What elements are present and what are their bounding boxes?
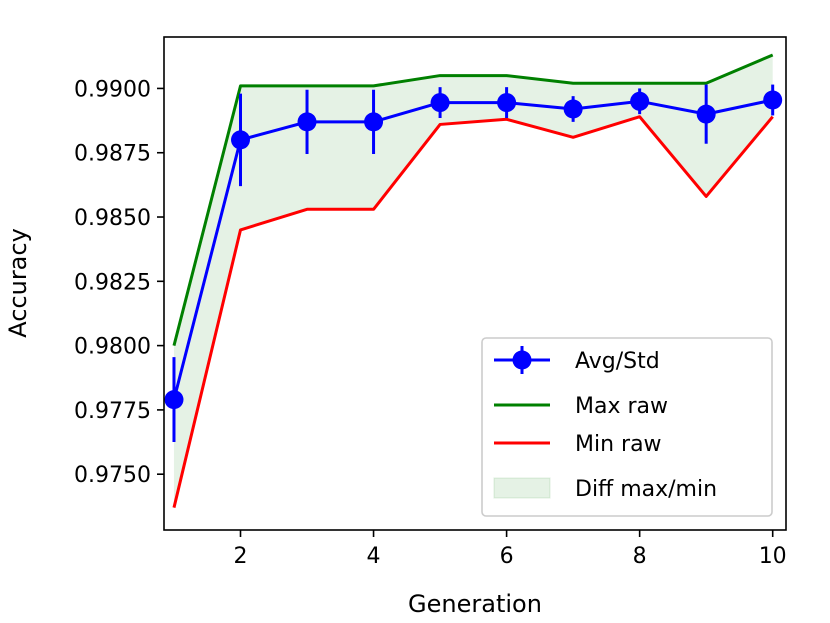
series-line-max-raw (172, 53, 774, 346)
fill-diff-max-min (173, 55, 773, 508)
data-point-avg (763, 90, 783, 110)
y-tick-label: 0.9825 (74, 270, 151, 295)
series-layer (164, 53, 783, 508)
data-point-avg (364, 112, 384, 132)
data-point-avg (563, 99, 583, 119)
x-tick-label: 8 (633, 544, 647, 569)
legend: Avg/Std Max raw Min raw Diff max/min (481, 337, 773, 517)
x-tick-label: 2 (234, 544, 248, 569)
series-line-min-raw (172, 115, 774, 508)
ticks-layer: 2 4 6 8 10 0.9750 0.9775 0.9800 0.9825 0.9850 0.98… (74, 77, 787, 569)
data-point-avg (497, 93, 517, 113)
data-point-avg (297, 112, 317, 132)
x-tick-label: 10 (759, 544, 787, 569)
data-point-avg (630, 91, 650, 111)
x-axis-label: Generation (408, 590, 542, 618)
series-line-avg-std (172, 98, 774, 400)
y-tick-label: 0.9850 (74, 206, 151, 231)
fill-layer (173, 55, 773, 508)
y-axis-label: Accuracy (4, 228, 32, 338)
y-tick-label: 0.9875 (74, 142, 151, 167)
y-tick-label: 0.9800 (74, 335, 151, 360)
legend-label-max-raw: Max raw (575, 394, 668, 419)
legend-frame (481, 337, 773, 517)
y-tick-label: 0.9775 (74, 399, 151, 424)
legend-label-avg-std: Avg/Std (575, 349, 660, 374)
data-point-avg (696, 104, 716, 124)
y-tick-label: 0.9750 (74, 463, 151, 488)
data-point-avg (231, 130, 251, 150)
legend-marker (512, 350, 532, 370)
data-point-avg (164, 390, 184, 410)
legend-label-min-raw: Min raw (575, 432, 662, 457)
plot-frame (163, 36, 787, 531)
x-tick-label: 4 (367, 544, 381, 569)
data-point-avg (430, 93, 450, 113)
y-tick-label: 0.9900 (74, 77, 151, 102)
axes-layer (163, 36, 787, 531)
legend-handle-diff-max-min (493, 477, 551, 499)
x-tick-label: 6 (500, 544, 514, 569)
legend-label-diff-max-min: Diff max/min (575, 477, 717, 502)
